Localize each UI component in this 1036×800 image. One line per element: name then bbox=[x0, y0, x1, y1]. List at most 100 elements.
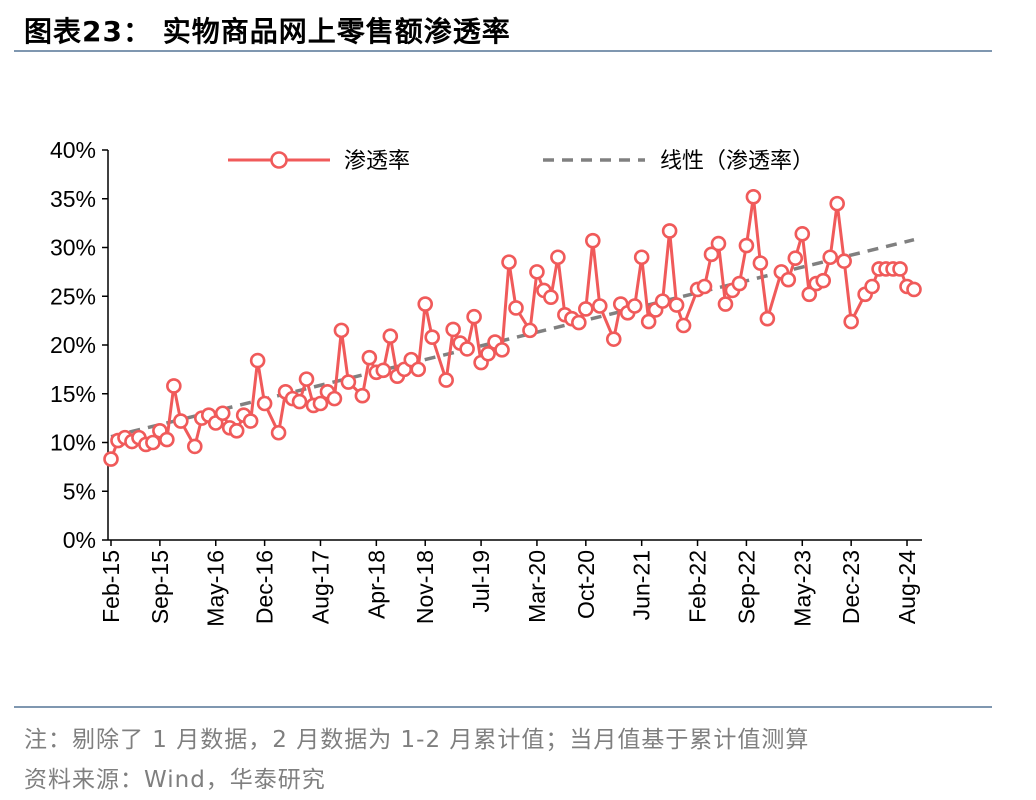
data-point bbox=[291, 393, 308, 410]
data-point bbox=[445, 321, 461, 338]
data-point bbox=[584, 232, 601, 249]
data-point bbox=[543, 289, 559, 306]
data-point bbox=[710, 235, 727, 252]
y-tick-label: 0% bbox=[63, 527, 96, 553]
data-point bbox=[780, 271, 797, 288]
data-point bbox=[759, 310, 776, 327]
y-tick-label: 15% bbox=[50, 381, 96, 407]
x-tick-label: Feb-22 bbox=[685, 550, 711, 623]
data-point bbox=[242, 413, 259, 429]
data-point bbox=[822, 249, 839, 266]
data-point bbox=[731, 275, 748, 292]
data-point bbox=[717, 296, 734, 312]
series-layer bbox=[103, 189, 922, 467]
data-point bbox=[787, 250, 804, 267]
data-point bbox=[480, 345, 496, 362]
data-point bbox=[654, 293, 671, 309]
penetration-rate-chart: 0% 5% 10% 15% 20% 25% 30% 35% 40% Feb-15 Sep-15 May… bbox=[50, 137, 922, 627]
x-tick-label: Aug-17 bbox=[307, 550, 333, 624]
x-tick-label: Aug-24 bbox=[894, 550, 920, 624]
x-tick-label: Dec-23 bbox=[838, 550, 864, 624]
data-point bbox=[354, 387, 371, 404]
data-point bbox=[801, 286, 818, 303]
data-point bbox=[375, 362, 392, 379]
data-point bbox=[501, 254, 517, 270]
data-point bbox=[417, 296, 434, 312]
x-tick-label: Nov-18 bbox=[412, 550, 438, 624]
legend-label-trendline: 线性（渗透率） bbox=[660, 149, 814, 174]
data-point bbox=[249, 352, 266, 369]
data-point bbox=[494, 342, 510, 358]
x-tick-label: Dec-16 bbox=[252, 550, 278, 624]
y-tick-label: 35% bbox=[50, 186, 96, 212]
x-tick-label: Sep-22 bbox=[733, 550, 759, 624]
data-point bbox=[571, 314, 587, 331]
data-point bbox=[103, 451, 119, 467]
y-tick-label: 40% bbox=[50, 137, 96, 163]
x-tick-label: May-16 bbox=[203, 550, 229, 627]
chart-title: 图表23： 实物商品网上零售额渗透率 bbox=[24, 15, 511, 48]
data-point bbox=[815, 272, 832, 289]
data-point bbox=[312, 395, 329, 412]
data-point bbox=[340, 374, 357, 390]
x-tick-label: Feb-15 bbox=[98, 550, 124, 623]
data-point bbox=[633, 249, 650, 266]
data-point bbox=[173, 413, 189, 429]
chart-axes: 0% 5% 10% 15% 20% 25% 30% 35% 40% Feb-15 Sep-15 May… bbox=[50, 137, 922, 627]
data-point bbox=[424, 329, 441, 346]
trendline bbox=[110, 238, 915, 439]
data-point bbox=[214, 405, 231, 422]
data-point bbox=[591, 298, 608, 314]
x-tick-label: Sep-15 bbox=[147, 550, 173, 624]
x-tick-label: Apr-18 bbox=[363, 550, 389, 619]
series-line-penetration-rate bbox=[109, 195, 915, 460]
data-point bbox=[438, 372, 454, 388]
data-point bbox=[159, 431, 175, 448]
data-point bbox=[326, 390, 343, 407]
y-tick-label: 25% bbox=[50, 283, 96, 309]
data-point bbox=[550, 249, 566, 266]
data-point bbox=[605, 331, 622, 347]
source-note: 资料来源：Wind，华泰研究 bbox=[24, 767, 326, 793]
data-point bbox=[752, 255, 769, 271]
data-point bbox=[508, 300, 524, 316]
y-tick-label: 5% bbox=[63, 478, 96, 504]
data-point bbox=[836, 253, 852, 269]
legend-swatch-marker bbox=[270, 151, 288, 169]
data-point bbox=[298, 371, 315, 387]
x-tick-label: Mar-20 bbox=[524, 550, 550, 623]
y-tick-label: 10% bbox=[50, 430, 96, 456]
data-point bbox=[829, 195, 845, 212]
data-point bbox=[382, 328, 399, 345]
legend-label-penetration-rate: 渗透率 bbox=[344, 149, 410, 174]
y-tick-label: 20% bbox=[50, 332, 96, 358]
x-tick-label: Oct-20 bbox=[573, 550, 599, 619]
data-point bbox=[145, 434, 161, 451]
data-point bbox=[892, 261, 908, 277]
trendline-layer bbox=[110, 238, 915, 439]
data-point bbox=[270, 424, 287, 441]
data-point bbox=[661, 223, 678, 239]
data-point bbox=[522, 322, 538, 339]
data-point bbox=[228, 422, 245, 439]
data-point bbox=[738, 237, 755, 254]
data-point bbox=[529, 264, 545, 280]
y-tick-label: 30% bbox=[50, 235, 96, 261]
data-point bbox=[410, 361, 427, 378]
data-point bbox=[578, 301, 594, 317]
footnote: 注：剔除了 1 月数据，2 月数据为 1-2 月累计值；当月值基于累计值测算 bbox=[24, 727, 810, 753]
data-point bbox=[361, 349, 378, 366]
data-point bbox=[459, 341, 475, 357]
data-point bbox=[333, 322, 350, 339]
data-point bbox=[906, 281, 922, 298]
data-point bbox=[864, 278, 880, 295]
x-tick-label: May-23 bbox=[789, 550, 815, 627]
data-point bbox=[166, 378, 182, 394]
data-point bbox=[843, 313, 859, 330]
data-point bbox=[626, 298, 643, 314]
data-point bbox=[640, 313, 657, 330]
data-point bbox=[675, 317, 692, 334]
footer-rule bbox=[14, 706, 992, 708]
data-point bbox=[794, 226, 811, 242]
data-point bbox=[256, 395, 273, 412]
